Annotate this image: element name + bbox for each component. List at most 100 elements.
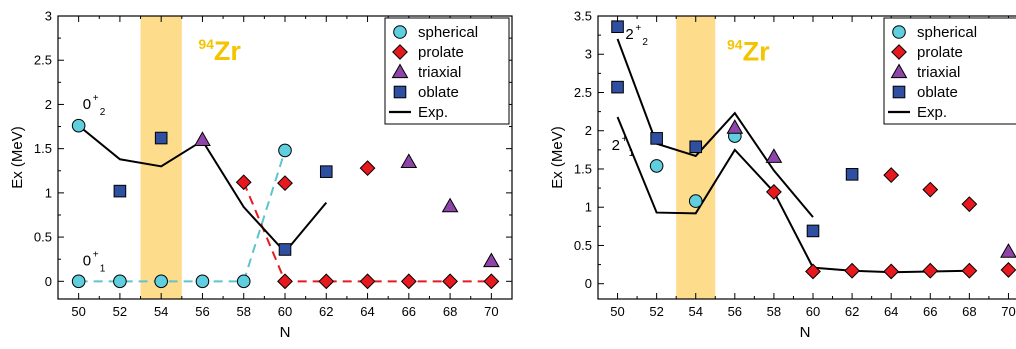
y-tick-label: 0 — [585, 276, 592, 291]
point-oblate-2 — [611, 80, 624, 94]
x-tick-label: 66 — [402, 304, 416, 319]
legend: spherical prolate triaxial oblate Exp. — [384, 17, 510, 125]
legend-label: oblate — [418, 84, 459, 101]
x-tick-label: 62 — [845, 304, 859, 319]
svg-text:0: 0 — [83, 252, 91, 269]
y-tick-label: 2.5 — [34, 53, 52, 68]
legend-label: prolate — [917, 44, 963, 61]
y-tick-label: 1 — [45, 185, 52, 200]
point-prolate-6 — [922, 181, 939, 198]
x-tick-label: 56 — [195, 304, 209, 319]
series-oblate — [113, 131, 333, 256]
legend-label: oblate — [917, 84, 958, 101]
x-tick-label: 70 — [1001, 304, 1015, 319]
y-axis-label: Ex (MeV) — [9, 126, 26, 189]
x-tick-label: 68 — [962, 304, 976, 319]
svg-text:+: + — [93, 249, 99, 260]
point-prolate-4 — [277, 273, 293, 290]
state-label-2: 0 +1 — [83, 249, 106, 274]
state-label-2: 2 +1 — [612, 134, 635, 159]
exp-line-2 — [616, 116, 970, 274]
x-axis-label: N — [800, 324, 811, 341]
legend-marker-triaxial — [890, 63, 908, 79]
y-tick-label: 3 — [45, 9, 52, 24]
point-prolate-5 — [318, 273, 335, 290]
point-prolate-2 — [805, 263, 821, 280]
dashed-line-2 — [242, 181, 492, 283]
band-shading — [676, 16, 716, 299]
series-prolate — [766, 167, 1016, 280]
legend-item-exp: Exp. — [888, 104, 947, 121]
x-axis-label: N — [280, 324, 291, 341]
svg-text:+: + — [622, 134, 628, 145]
y-tick-label: 1 — [585, 200, 592, 215]
point-oblate-5 — [806, 224, 820, 238]
point-spherical-4 — [154, 274, 168, 289]
point-oblate-1 — [113, 184, 127, 198]
series-spherical — [71, 118, 292, 289]
legend-item-oblate: oblate — [892, 84, 958, 101]
x-tick-label: 58 — [236, 304, 250, 319]
legend-marker-oblate — [892, 85, 906, 99]
y-tick-label: 2 — [585, 123, 592, 138]
x-tick-label: 50 — [610, 304, 624, 319]
legend: spherical prolate triaxial oblate Exp. — [883, 17, 1016, 125]
y-axis-label: Ex (MeV) — [549, 126, 566, 189]
point-triaxial-3 — [1000, 243, 1016, 258]
x-tick-label: 62 — [319, 304, 333, 319]
point-prolate-3 — [844, 262, 860, 279]
legend-label: spherical — [917, 24, 977, 41]
band-label: 94Zr — [198, 36, 241, 66]
point-oblate-4 — [319, 165, 333, 178]
y-tick-label: 0 — [45, 274, 52, 289]
y-tick-label: 1.5 — [34, 141, 52, 156]
series-triaxial — [726, 119, 1016, 258]
x-tick-label: 56 — [728, 304, 742, 319]
point-triaxial-3 — [441, 197, 459, 213]
y-tick-label: 0.5 — [574, 238, 592, 253]
exp-line-1 — [616, 38, 814, 218]
point-triaxial-2 — [400, 153, 418, 169]
y-tick-label: 0.5 — [34, 230, 52, 245]
y-tick-label: 3 — [585, 47, 592, 62]
legend-marker-prolate — [392, 44, 408, 60]
x-tick-label: 60 — [806, 304, 820, 319]
legend-item-oblate: oblate — [393, 84, 459, 101]
series-prolate — [235, 160, 500, 290]
point-prolate-10 — [1000, 262, 1016, 278]
point-oblate-2 — [154, 131, 168, 145]
point-triaxial-4 — [483, 252, 500, 268]
legend-item-spherical: spherical — [393, 24, 478, 41]
legend-label: Exp. — [418, 104, 448, 121]
point-spherical-5 — [195, 274, 210, 289]
legend-label: prolate — [418, 44, 464, 61]
point-oblate-3 — [650, 132, 663, 145]
point-oblate-3 — [278, 243, 292, 256]
state-label-1: 2 +2 — [625, 23, 648, 48]
point-prolate-9 — [961, 262, 978, 279]
legend-marker-spherical — [892, 25, 906, 39]
legend-label: triaxial — [917, 64, 960, 81]
point-prolate-7 — [400, 273, 417, 290]
x-tick-label: 60 — [278, 304, 292, 319]
x-tick-label: 54 — [688, 304, 702, 319]
point-prolate-6 — [359, 273, 376, 290]
legend-item-prolate: prolate — [392, 44, 464, 61]
svg-text:2: 2 — [612, 137, 620, 154]
point-spherical-2 — [688, 194, 703, 208]
point-oblate-1 — [611, 20, 624, 34]
legend-item-spherical: spherical — [892, 24, 977, 41]
svg-text:2: 2 — [642, 37, 648, 48]
svg-text:+: + — [635, 23, 641, 34]
legend-label: spherical — [418, 24, 478, 41]
legend-marker-spherical — [393, 25, 407, 39]
y-tick-label: 2 — [45, 97, 52, 112]
y-tick-label: 3.5 — [574, 9, 592, 24]
svg-text:2: 2 — [100, 107, 106, 118]
y-tick-label: 1.5 — [574, 161, 592, 176]
point-prolate-5 — [883, 263, 900, 280]
point-prolate-9 — [483, 273, 500, 290]
point-triaxial-1 — [726, 119, 744, 134]
legend-item-triaxial: triaxial — [391, 63, 461, 81]
